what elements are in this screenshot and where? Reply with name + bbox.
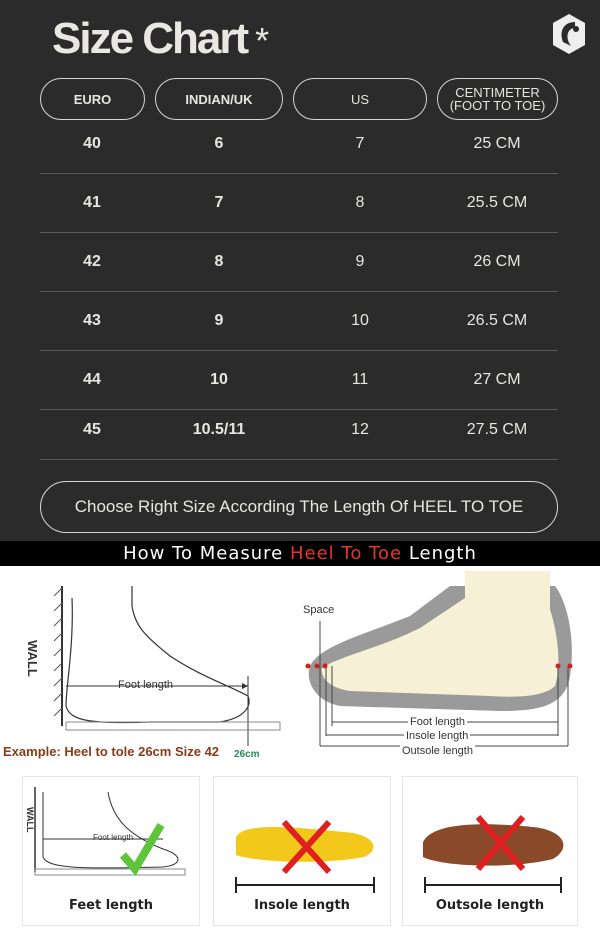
column-header-euro: EURO [40, 78, 145, 120]
feet-length-card: WALL Foot length Feet length [22, 776, 200, 926]
cell-euro: 45 [83, 421, 101, 438]
cell-euro: 44 [83, 371, 101, 388]
cell-us: 10 [351, 312, 369, 329]
card-label: Outsole length [435, 898, 545, 913]
example-text: Example: Heel to tole 26cm Size 42 [3, 744, 220, 759]
cell-cm: 26.5 CM [466, 312, 528, 329]
card-label: Insole length [254, 898, 350, 913]
cell-cm: 26 CM [473, 253, 521, 270]
cell-indian-uk: 8 [214, 253, 224, 270]
cell-cm: 25 CM [473, 135, 521, 152]
outsole-illustration [423, 815, 564, 893]
brand-logo-icon [553, 14, 585, 54]
row-divider [40, 291, 558, 292]
shoe-foot-length-label: Foot length [408, 716, 468, 728]
cell-us: 9 [355, 253, 365, 270]
measure-value: 26cm [234, 749, 260, 760]
choose-size-button[interactable]: Choose Right Size According The Length O… [40, 481, 558, 533]
row-divider [40, 173, 558, 174]
card-label: Feet length [68, 898, 154, 913]
measure-banner: How To Measure Heel To Toe Length [0, 541, 600, 566]
size-chart-panel: Size Chart * EURO INDIAN/UK US CENTIMETER… [0, 0, 600, 541]
column-header-us: US [293, 78, 427, 120]
cell-euro: 43 [83, 312, 101, 329]
row-divider [40, 409, 558, 410]
insole-length-label: Insole length [404, 730, 471, 742]
cell-us: 7 [355, 135, 365, 152]
row-divider [40, 350, 558, 351]
cell-cm: 25.5 CM [466, 194, 528, 211]
cell-us: 11 [351, 371, 369, 388]
cell-indian-uk: 6 [214, 135, 224, 152]
cell-cm: 27 CM [473, 371, 521, 388]
cell-indian-uk: 7 [214, 194, 224, 211]
cell-indian-uk: 10.5/11 [192, 421, 246, 438]
cell-euro: 41 [83, 194, 101, 211]
row-divider [40, 232, 558, 233]
cell-cm: 27.5 CM [466, 421, 528, 438]
card-wall-label: WALL [25, 807, 35, 833]
column-header-centimeter: CENTIMETER (FOOT TO TOE) [437, 78, 558, 120]
space-label: Space [303, 604, 335, 616]
card-foot-length-label: Foot length [93, 833, 134, 842]
page-title: Size Chart * [52, 14, 270, 63]
cell-indian-uk: 10 [210, 371, 228, 388]
row-divider [40, 459, 558, 460]
wall-label: WALL [25, 640, 40, 677]
insole-length-card: Insole length [213, 776, 391, 926]
foot-length-label: Foot length [118, 679, 174, 691]
foot-measure-illustration [34, 787, 186, 876]
outsole-length-card: Outsole length [402, 776, 578, 926]
cell-us: 12 [351, 421, 369, 438]
cell-us: 8 [355, 194, 365, 211]
insole-illustration [235, 819, 375, 893]
cell-euro: 40 [83, 135, 101, 152]
cell-euro: 42 [83, 253, 101, 270]
cell-indian-uk: 9 [214, 312, 224, 329]
outsole-length-label: Outsole length [400, 745, 475, 757]
shoe-cross-section-diagram [305, 571, 573, 747]
column-header-indian-uk: INDIAN/UK [155, 78, 283, 120]
foot-wall-diagram [53, 586, 281, 746]
